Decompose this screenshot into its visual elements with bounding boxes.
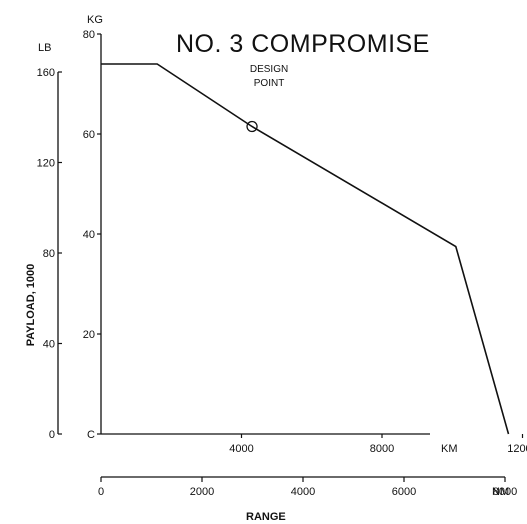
- y-kg-tick-label: 20: [83, 329, 95, 341]
- x-km-tick-label: 4000: [229, 443, 253, 455]
- x-unit-km: KM: [441, 443, 458, 455]
- y-lb-tick-label: 40: [43, 339, 55, 351]
- y-kg-tick-label: 80: [83, 29, 95, 41]
- y-lb-tick-label: 160: [37, 67, 55, 79]
- y-lb-tick-label: 120: [37, 158, 55, 170]
- y-lb-tick-label: 0: [49, 429, 55, 441]
- chart-title: NO. 3 COMPROMISE: [176, 30, 430, 58]
- y-kg-tick-label: C: [87, 429, 95, 441]
- x-km-tick-label: 8000: [370, 443, 394, 455]
- x-nm-tick-label: 4000: [291, 486, 315, 498]
- series: [101, 63, 510, 435]
- x-nm-tick-label: 2000: [190, 486, 214, 498]
- y-unit-lb: LB: [38, 42, 51, 54]
- design-point-label-line2: POINT: [254, 78, 285, 89]
- design-point-marker: [246, 120, 258, 133]
- x-unit-nm: NM: [492, 486, 509, 498]
- y-unit-kg: KG: [87, 14, 103, 26]
- x-nm-tick-label: 6000: [392, 486, 416, 498]
- y-lb-tick-label: 80: [43, 248, 55, 260]
- payload-range-line: [101, 63, 510, 435]
- x-axis-label: RANGE: [246, 511, 286, 523]
- x-km-tick-label: 12000: [507, 443, 527, 455]
- x-nm-tick-label: 0: [98, 486, 104, 498]
- axes: [57, 34, 505, 478]
- ticks: C 20 40 60 80 0 40 80 120 160 4000 8000 12000 0 2000 40…: [37, 29, 527, 498]
- y-axis-label: PAYLOAD, 1000: [25, 264, 37, 347]
- y-kg-tick-label: 40: [83, 229, 95, 241]
- design-point-label-line1: DESIGN: [250, 64, 288, 75]
- y-kg-tick-label: 60: [83, 129, 95, 141]
- x-nm-tick-label: 8000: [493, 486, 517, 498]
